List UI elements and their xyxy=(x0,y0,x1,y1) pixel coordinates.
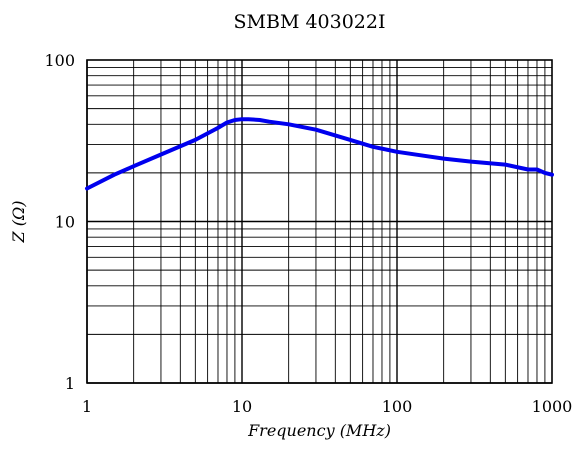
x-tick-label: 10 xyxy=(232,397,252,416)
x-tick-label: 1000 xyxy=(532,397,573,416)
y-axis-label: Z (Ω) xyxy=(9,201,28,244)
y-tick-label: 10 xyxy=(55,213,75,232)
impedance-curve xyxy=(85,117,554,191)
grid xyxy=(86,60,552,384)
x-tick-label: 1 xyxy=(82,397,92,416)
y-tick-label: 1 xyxy=(65,374,75,393)
x-axis-label: Frequency (MHz) xyxy=(247,421,391,440)
tick-labels: 1 10 100 1000 1 10 100 xyxy=(44,51,572,416)
y-tick-label: 100 xyxy=(44,51,75,70)
series-layer xyxy=(85,117,554,191)
plot-frame xyxy=(86,59,553,384)
x-tick-label: 100 xyxy=(382,397,413,416)
chart-title: SMBM 403022I xyxy=(234,11,386,33)
